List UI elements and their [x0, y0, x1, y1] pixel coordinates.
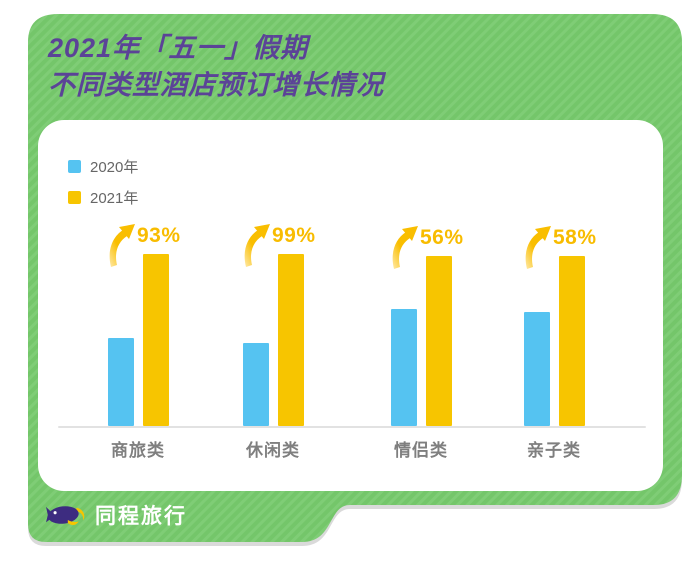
- chart-legend: 2020年 2021年: [68, 156, 138, 208]
- growth-arrow-icon: [525, 225, 551, 269]
- bar-2021: [143, 254, 169, 426]
- growth-label: 58%: [553, 225, 597, 249]
- growth-annotation: 93%: [108, 224, 181, 270]
- bar-group: 99% 休闲类: [243, 120, 315, 460]
- tongcheng-whale-logo-icon: [46, 506, 85, 526]
- bar-2020: [108, 338, 134, 426]
- growth-annotation: 99%: [243, 224, 316, 270]
- legend-swatch-2021: [68, 191, 81, 204]
- brand-name: 同程旅行: [95, 505, 187, 528]
- bar-group: 58% 亲子类: [524, 120, 596, 460]
- category-label: 亲子类: [527, 441, 581, 460]
- bar-group: 93% 商旅类: [108, 120, 180, 460]
- category-label: 情侣类: [394, 441, 448, 460]
- bar-2020: [391, 309, 417, 426]
- growth-arrow-icon: [109, 224, 135, 267]
- growth-annotation: 56%: [391, 225, 464, 272]
- legend-item-2020: 2020年: [68, 156, 138, 177]
- bar-2021: [278, 254, 304, 426]
- chart-card: 2020年 2021年 93% 商旅类: [38, 120, 663, 491]
- page-title: 2021年「五一」假期 不同类型酒店预订增长情况: [48, 30, 384, 104]
- growth-label: 93%: [137, 224, 181, 247]
- growth-label: 99%: [272, 224, 316, 247]
- legend-item-2021: 2021年: [68, 187, 138, 208]
- growth-arrow-icon: [392, 225, 418, 269]
- category-label: 商旅类: [111, 441, 165, 460]
- bar-2020: [243, 343, 269, 426]
- legend-swatch-2020: [68, 160, 81, 173]
- category-label: 休闲类: [246, 441, 300, 460]
- bar-group: 56% 情侣类: [391, 120, 463, 460]
- brand-footer: 同程旅行: [46, 500, 187, 530]
- bar-2021: [426, 255, 452, 426]
- growth-label: 56%: [420, 225, 464, 249]
- legend-label-2021: 2021年: [90, 190, 139, 207]
- legend-label-2020: 2020年: [90, 159, 139, 176]
- growth-annotation: 58%: [524, 225, 597, 272]
- growth-arrow-icon: [244, 224, 270, 267]
- title-line-2: 不同类型酒店预订增长情况: [48, 70, 384, 100]
- bar-2020: [524, 312, 550, 426]
- x-axis-baseline: [58, 426, 646, 428]
- title-line-1: 2021年「五一」假期: [48, 33, 309, 63]
- bar-2021: [559, 255, 585, 426]
